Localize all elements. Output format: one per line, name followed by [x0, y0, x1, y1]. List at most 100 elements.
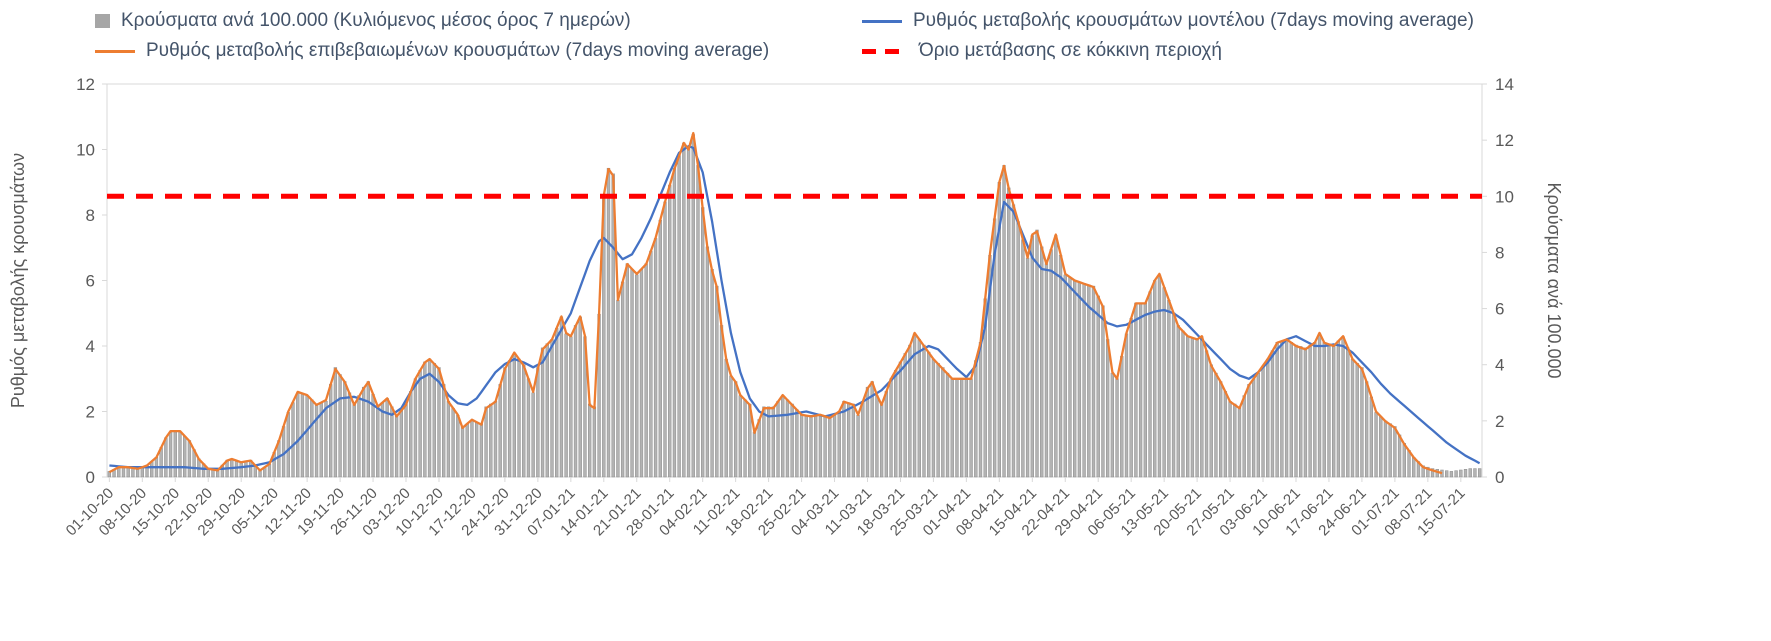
bar-marker-icon — [95, 14, 110, 28]
y-right-tick-label: 6 — [1495, 300, 1504, 319]
bar — [484, 406, 488, 478]
bar — [1299, 346, 1303, 478]
y-right-tick-label: 8 — [1495, 243, 1504, 262]
bar — [380, 402, 385, 478]
red-dashed-line-marker-icon — [862, 48, 908, 54]
bar — [432, 363, 436, 478]
bar — [931, 358, 936, 478]
bar — [347, 392, 352, 478]
bar — [851, 403, 856, 478]
bar — [418, 370, 422, 478]
bar — [908, 344, 912, 478]
bar — [1148, 291, 1152, 478]
bar — [178, 431, 182, 478]
bar — [1303, 347, 1308, 478]
bar — [324, 400, 328, 478]
bar — [668, 184, 672, 478]
bar — [564, 333, 568, 478]
bar — [875, 395, 879, 478]
bar — [150, 461, 154, 478]
bar — [1449, 471, 1454, 478]
legend-item-model-rate-line: Ρυθμός μεταβολής κρουσμάτων μοντέλου (7d… — [862, 10, 1474, 32]
bar — [1134, 302, 1138, 478]
bar — [950, 378, 954, 478]
legend-item-confirmed-rate-line: Ρυθμός μεταβολής επιβεβαιωμένων κρουσμάτ… — [95, 40, 769, 62]
bar — [291, 402, 295, 478]
bar — [1073, 280, 1077, 478]
y-left-tick-label: 12 — [76, 75, 95, 94]
bar — [903, 353, 907, 478]
bar — [352, 403, 356, 478]
bar — [955, 378, 959, 478]
bar — [1030, 235, 1034, 478]
bar — [837, 412, 841, 478]
bar — [719, 325, 724, 478]
bar — [1110, 372, 1115, 478]
bar — [1195, 339, 1199, 478]
y-left-tick-label: 0 — [86, 468, 95, 487]
bar — [1261, 365, 1265, 478]
legend-item-red-threshold: Όριο μετάβασης σε κόκκινη περιοχή — [862, 40, 1222, 62]
bar — [390, 406, 394, 478]
bar — [569, 336, 573, 478]
bar — [451, 407, 455, 478]
y-right-tick-label: 10 — [1495, 187, 1514, 206]
bar — [555, 327, 559, 478]
bar — [427, 358, 432, 478]
bar — [832, 414, 837, 478]
bar — [1190, 337, 1195, 478]
bar — [1468, 468, 1472, 478]
bar — [960, 378, 964, 478]
bar — [376, 406, 380, 478]
bar — [823, 416, 827, 478]
bar — [606, 167, 611, 478]
bar — [1284, 339, 1289, 478]
bar — [578, 316, 582, 478]
bar — [978, 342, 983, 478]
bar — [442, 384, 446, 478]
bar — [616, 299, 620, 478]
bar — [677, 155, 681, 478]
bar — [889, 378, 893, 478]
bar — [1369, 396, 1374, 478]
bar — [884, 391, 888, 478]
bar — [1087, 284, 1091, 478]
bar — [705, 246, 710, 478]
bar — [1350, 358, 1355, 478]
bar — [724, 358, 728, 478]
bar — [630, 269, 634, 478]
bar — [1383, 420, 1388, 478]
bar — [588, 403, 592, 478]
bar — [856, 414, 860, 478]
bar — [1237, 406, 1242, 478]
bar — [164, 437, 168, 478]
bar — [964, 378, 969, 478]
x-axis: 01-10-2008-10-2015-10-2022-10-2029-10-20… — [63, 477, 1469, 539]
bar — [818, 414, 823, 478]
bar — [1454, 470, 1458, 478]
bar — [536, 367, 540, 478]
bar — [1322, 342, 1326, 478]
bar — [894, 370, 898, 478]
bar — [1275, 342, 1279, 478]
bar — [781, 395, 785, 478]
bar — [1063, 274, 1067, 478]
bar — [1341, 336, 1345, 478]
bar — [1308, 344, 1312, 478]
bar — [470, 420, 474, 478]
bar — [1407, 450, 1411, 478]
bar — [1209, 364, 1213, 478]
y-right-tick-label: 14 — [1495, 75, 1514, 94]
bar — [1256, 372, 1260, 478]
bar — [936, 363, 940, 478]
bar — [1162, 287, 1166, 478]
bar — [672, 167, 677, 478]
legend-label-cases-per-100k: Κρούσματα ανά 100.000 (Κυλιόμενος μέσος … — [121, 10, 631, 31]
bar — [305, 395, 309, 478]
bar — [1397, 434, 1402, 478]
bar — [1105, 339, 1110, 478]
bar — [1171, 312, 1176, 478]
bar — [286, 412, 290, 478]
legend-label-confirmed-rate: Ρυθμός μεταβολής επιβεβαιωμένων κρουσμάτ… — [146, 40, 770, 61]
bar — [173, 431, 177, 478]
